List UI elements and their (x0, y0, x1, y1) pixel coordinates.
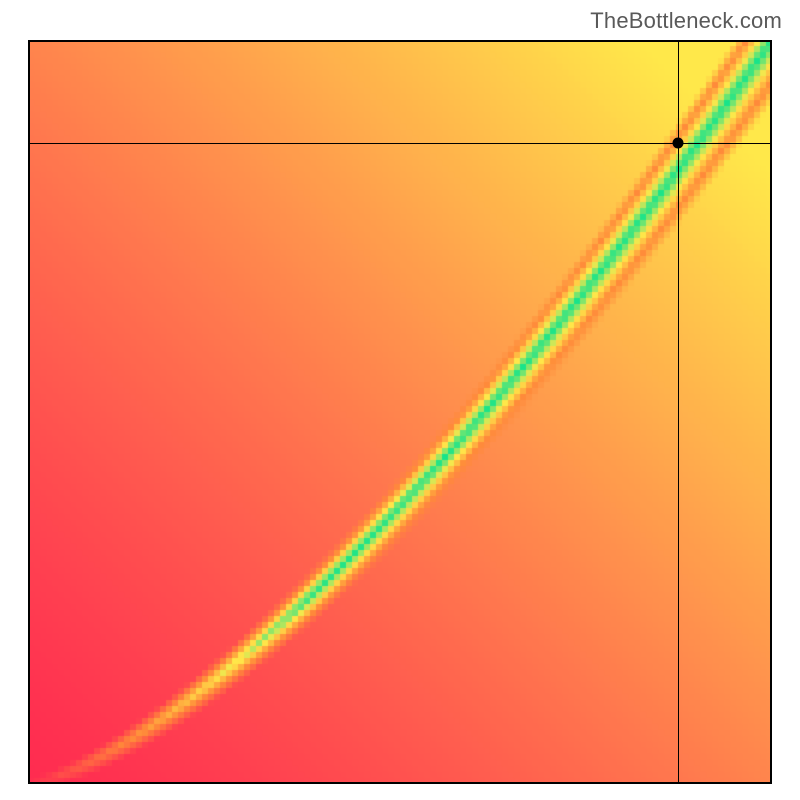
watermark-text: TheBottleneck.com (590, 8, 782, 34)
chart-container (28, 40, 772, 784)
bottleneck-heatmap-screenshot: TheBottleneck.com (0, 0, 800, 800)
crosshair-marker-dot[interactable] (673, 137, 684, 148)
crosshair-vertical (678, 40, 679, 784)
crosshair-horizontal (28, 143, 772, 144)
chart-area[interactable] (28, 40, 772, 784)
heatmap-canvas (28, 40, 772, 784)
